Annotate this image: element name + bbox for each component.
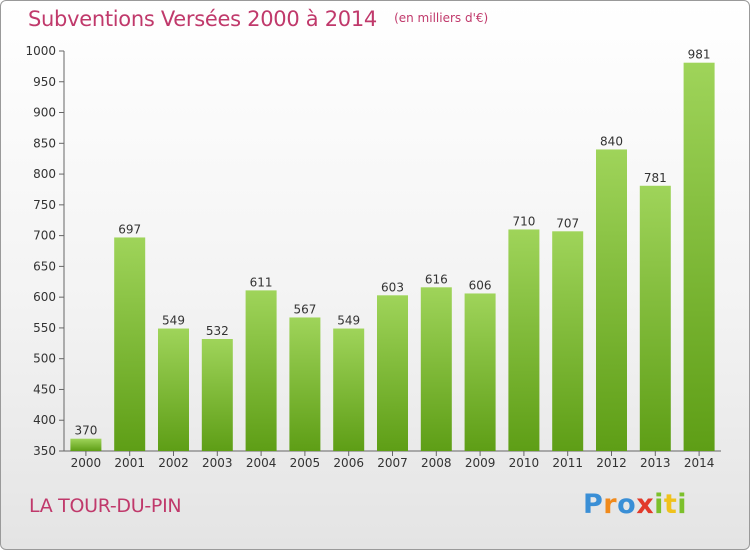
y-tick-label: 450 [33, 382, 56, 396]
y-tick-label: 500 [33, 352, 56, 366]
bar [552, 231, 584, 451]
bar [639, 185, 671, 451]
y-tick-label: 1000 [25, 44, 56, 58]
chart-title: Subventions Versées 2000 à 2014 [28, 7, 377, 31]
y-tick-label: 400 [33, 413, 56, 427]
y-tick-label: 800 [33, 167, 56, 181]
bar [377, 295, 408, 451]
bar-value-label: 697 [118, 222, 141, 236]
bar [245, 290, 277, 451]
bar-value-label: 549 [337, 314, 360, 328]
logo-letter: i [654, 489, 664, 520]
bar [289, 317, 321, 451]
x-tick-label: 2011 [552, 456, 583, 470]
x-tick-label: 2013 [640, 456, 671, 470]
y-tick-label: 550 [33, 321, 56, 335]
bar-value-label: 710 [512, 214, 535, 228]
y-tick-label: 650 [33, 259, 56, 273]
y-tick-label: 750 [33, 198, 56, 212]
bar-value-label: 532 [206, 324, 229, 338]
x-tick-label: 2006 [333, 456, 364, 470]
y-tick-label: 350 [33, 444, 56, 458]
x-tick-label: 2005 [290, 456, 321, 470]
bar-value-label: 567 [293, 302, 316, 316]
bar [201, 339, 233, 451]
logo-letter: P [583, 489, 604, 520]
chart-subtitle: (en milliers d'€) [394, 11, 489, 25]
bar-value-label: 981 [688, 48, 711, 62]
x-tick-label: 2002 [158, 456, 189, 470]
x-tick-label: 2008 [421, 456, 452, 470]
bar [420, 287, 452, 451]
x-tick-label: 2003 [202, 456, 233, 470]
logo-letter: x [636, 489, 655, 520]
bar [114, 237, 146, 451]
bar [508, 229, 540, 451]
bar-value-label: 611 [250, 275, 273, 289]
bar [158, 328, 189, 451]
logo-letter: t [663, 489, 678, 520]
bar [333, 328, 365, 451]
y-tick-label: 850 [33, 136, 56, 150]
logo-letter: o [617, 489, 637, 520]
logo-letter: r [603, 489, 618, 520]
bar [596, 149, 627, 451]
y-tick-label: 900 [33, 106, 56, 120]
x-tick-label: 2012 [596, 456, 627, 470]
logo-letter: i [677, 489, 688, 520]
bar [683, 62, 715, 451]
bar-value-label: 616 [425, 272, 448, 286]
bar-value-label: 606 [469, 278, 492, 292]
location-label: LA TOUR-DU-PIN [29, 495, 182, 517]
bar-value-label: 370 [74, 424, 97, 438]
y-tick-label: 950 [33, 75, 56, 89]
x-tick-label: 2014 [684, 456, 715, 470]
x-tick-label: 2000 [71, 456, 102, 470]
bar-value-label: 781 [644, 171, 667, 185]
bar-value-label: 549 [162, 314, 185, 328]
x-tick-label: 2009 [465, 456, 496, 470]
proxiti-logo: Proxiti [583, 489, 687, 520]
title-row: Subventions Versées 2000 à 2014 (en mill… [28, 7, 488, 31]
x-tick-label: 2001 [114, 456, 145, 470]
x-tick-label: 2004 [246, 456, 277, 470]
x-tick-label: 2010 [509, 456, 540, 470]
y-tick-label: 600 [33, 290, 56, 304]
x-tick-label: 2007 [377, 456, 408, 470]
y-tick-label: 700 [33, 229, 56, 243]
bar-value-label: 840 [600, 134, 623, 148]
bar-value-label: 603 [381, 280, 404, 294]
bar [70, 438, 102, 451]
bar-value-label: 707 [556, 216, 579, 230]
bar [464, 293, 496, 451]
